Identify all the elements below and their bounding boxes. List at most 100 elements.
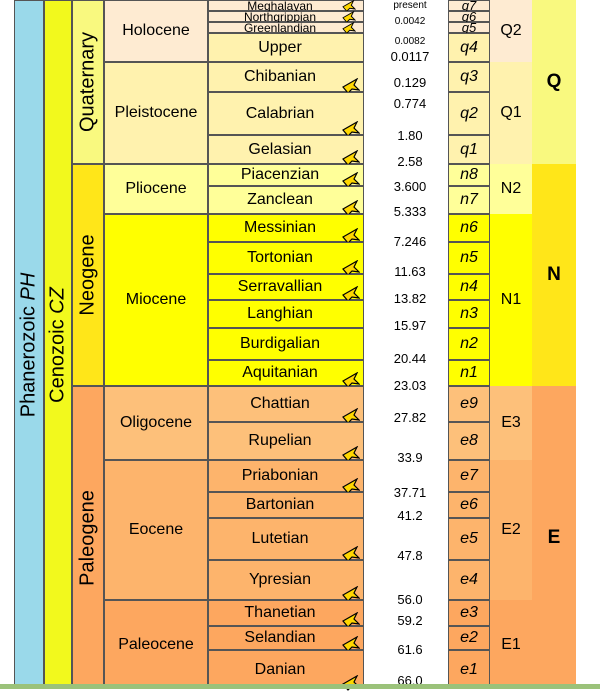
- stage-code-q1: q1: [448, 135, 490, 164]
- stage-ypresian-label: Ypresian: [249, 571, 311, 588]
- age-label: 56.0: [397, 592, 423, 607]
- stage-northgrippian: Northgrippian: [208, 9, 364, 24]
- stage-code-n5-label: n5: [460, 249, 478, 266]
- series-code-e2-label: E2: [501, 521, 521, 538]
- age-label: 37.71: [393, 485, 427, 500]
- series-code-e1-label: E1: [501, 635, 521, 653]
- stage-gelasian: Gelasian: [208, 135, 364, 164]
- stage-code-n8-label: n8: [460, 166, 478, 183]
- series-code-e3-label: E3: [501, 414, 521, 431]
- stage-code-q4-label: q4: [460, 38, 478, 56]
- stage-code-e2-label: e2: [460, 629, 478, 646]
- stage-code-n4: n4: [448, 274, 490, 300]
- stage-code-n3-label: n3: [460, 305, 478, 322]
- series-code-q1-label: Q1: [500, 104, 522, 121]
- stage-chibanian-label: Chibanian: [243, 68, 317, 85]
- era-label-group: Cenozoic CZ: [47, 287, 70, 403]
- stage-code-e3-label: e3: [460, 604, 478, 621]
- system-code-e-label: E: [547, 526, 561, 548]
- stage-bartonian: Bartonian: [208, 492, 364, 518]
- era-label: Cenozoic: [46, 318, 69, 403]
- stage-code-n2-label: n2: [460, 335, 478, 352]
- stage-lutetian: Lutetian: [208, 518, 364, 560]
- stage-meghalayan: Meghalayan: [208, 0, 364, 12]
- stage-serravallian-label: Serravallian: [237, 278, 323, 295]
- age-label: 0.0042: [394, 16, 426, 27]
- series-code-n1-label: N1: [500, 291, 522, 308]
- period-neogene: Neogene: [72, 164, 104, 386]
- stage-bartonian-label: Bartonian: [245, 496, 315, 513]
- series-code-e3: E3: [490, 386, 532, 460]
- age-label: 41.2: [397, 508, 423, 523]
- stage-thanetian: Thanetian: [208, 600, 364, 626]
- epoch-holocene: Holocene: [104, 0, 208, 62]
- stage-code-n1-label: n1: [460, 364, 478, 381]
- epoch-paleocene: Paleocene: [104, 600, 208, 689]
- era-abbr: CZ: [46, 286, 69, 314]
- epoch-eocene-label: Eocene: [128, 521, 184, 538]
- stage-gelasian-label: Gelasian: [248, 140, 312, 158]
- epoch-holocene-label: Holocene: [122, 22, 190, 39]
- age-label: 47.8: [397, 548, 423, 563]
- stage-upper-label: Upper: [258, 38, 302, 56]
- stage-code-q5: q5: [448, 20, 490, 35]
- stage-zanclean-label: Zanclean: [247, 191, 313, 208]
- stage-code-q7: q7: [448, 0, 490, 13]
- stage-code-q3-label: q3: [460, 68, 478, 85]
- series-code-n2: N2: [490, 164, 532, 214]
- age-label: present: [393, 0, 427, 11]
- stage-code-e7-label: e7: [460, 467, 478, 484]
- stage-code-q3: q3: [448, 62, 490, 92]
- stage-code-e9: e9: [448, 386, 490, 422]
- stage-chattian: Chattian: [208, 386, 364, 422]
- stage-code-q7-label: q7: [461, 0, 477, 13]
- stage-rupelian-label: Rupelian: [248, 432, 312, 449]
- system-code-q: Q: [532, 0, 576, 164]
- age-label: 59.2: [397, 613, 423, 628]
- stage-code-q5-label: q5: [461, 20, 477, 35]
- age-label: 0.129: [393, 75, 427, 90]
- stage-code-n7: n7: [448, 186, 490, 214]
- age-label: 0.0082: [394, 36, 426, 47]
- system-code-n: N: [532, 164, 576, 386]
- stage-code-n5: n5: [448, 242, 490, 274]
- age-label: 3.600: [393, 179, 427, 194]
- epoch-miocene: Miocene: [104, 214, 208, 386]
- stage-calabrian: Calabrian: [208, 92, 364, 135]
- age-label: 0.774: [393, 96, 427, 111]
- period-quaternary-label: Quaternary: [76, 31, 99, 133]
- age-label: 13.82: [393, 291, 427, 306]
- stage-code-q1-label: q1: [460, 140, 478, 158]
- epoch-paleocene-label: Paleocene: [118, 635, 194, 653]
- age-label: 27.82: [393, 410, 427, 425]
- period-neogene-label: Neogene: [76, 234, 99, 316]
- age-label: 61.6: [397, 642, 423, 657]
- stage-zanclean: Zanclean: [208, 186, 364, 214]
- stage-code-e3: e3: [448, 600, 490, 626]
- stage-code-e7: e7: [448, 460, 490, 492]
- age-label: 0.0117: [390, 49, 430, 64]
- stage-ypresian: Ypresian: [208, 560, 364, 600]
- stage-code-n6: n6: [448, 214, 490, 242]
- epoch-pleistocene: Pleistocene: [104, 62, 208, 164]
- stage-code-e5: e5: [448, 518, 490, 560]
- stage-code-n3: n3: [448, 300, 490, 328]
- stage-northgrippian-label: Northgrippian: [243, 9, 317, 24]
- stage-chibanian: Chibanian: [208, 62, 364, 92]
- series-code-e2: E2: [490, 460, 532, 600]
- series-code-q2-label: Q2: [500, 22, 522, 39]
- stage-code-e6-label: e6: [460, 496, 478, 513]
- age-label: 20.44: [393, 351, 427, 366]
- eon-label-group: Phanerozoic PH: [18, 272, 41, 417]
- period-paleogene-label: Paleogene: [76, 489, 99, 586]
- stage-code-e4-label: e4: [460, 571, 478, 588]
- stage-lutetian-label: Lutetian: [251, 530, 309, 547]
- era-cenozoic-column: Cenozoic CZ: [44, 0, 72, 689]
- system-code-n-label: N: [547, 264, 561, 285]
- system-code-e: E: [532, 386, 576, 689]
- age-label: 33.9: [397, 450, 423, 465]
- stage-piacenzian: Piacenzian: [208, 164, 364, 186]
- epoch-pliocene: Pliocene: [104, 164, 208, 214]
- epoch-pliocene-label: Pliocene: [125, 180, 187, 197]
- epoch-pleistocene-label: Pleistocene: [114, 104, 198, 121]
